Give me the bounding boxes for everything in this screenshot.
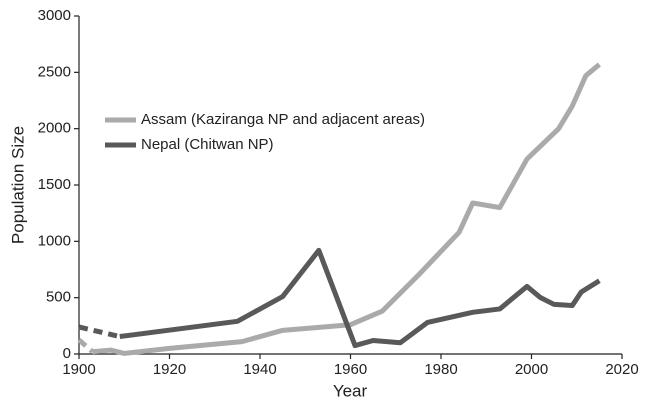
x-tick-label: 1960 — [334, 361, 367, 378]
x-tick-label: 1900 — [62, 361, 95, 378]
series-line — [92, 62, 601, 356]
series-line — [77, 338, 95, 354]
y-tick-label: 2000 — [38, 120, 71, 137]
x-tick-label: 1920 — [153, 361, 186, 378]
series-line — [78, 324, 121, 339]
y-axis-label: Population Size — [8, 126, 27, 244]
y-tick-label: 0 — [63, 345, 71, 362]
x-tick-label: 1940 — [243, 361, 276, 378]
legend-label: Nepal (Chitwan NP) — [141, 136, 274, 153]
x-tick-label: 2000 — [515, 361, 548, 378]
y-tick-label: 1000 — [38, 232, 71, 249]
legend-label: Assam (Kaziranga NP and adjacent areas) — [141, 111, 425, 128]
y-tick-label: 2500 — [38, 63, 71, 80]
x-tick-label: 2020 — [605, 361, 638, 378]
y-tick-label: 3000 — [38, 7, 71, 24]
y-tick-label: 500 — [46, 289, 71, 306]
y-tick-label: 1500 — [38, 176, 71, 193]
series-line — [119, 247, 601, 349]
x-tick-label: 1980 — [424, 361, 457, 378]
x-axis-label: Year — [333, 381, 368, 400]
